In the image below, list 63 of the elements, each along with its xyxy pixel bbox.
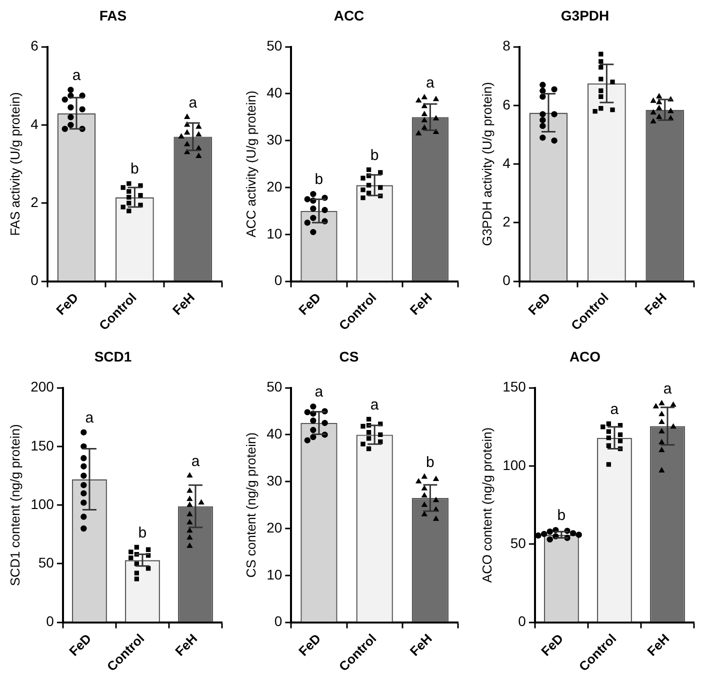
y-tick-label: 40 [266, 426, 282, 442]
y-tick-label: 100 [502, 456, 526, 473]
y-tick-label: 0 [274, 272, 282, 288]
annotation: a [72, 66, 82, 84]
y-tick-label: 8 [502, 38, 511, 54]
y-tick-label: 6 [30, 38, 39, 54]
x-tick-label: FeD [53, 290, 82, 318]
chart-title: SCD1 [94, 348, 132, 364]
x-tick-label: FeD [525, 290, 554, 318]
chart-title: CS [339, 348, 359, 364]
annotation: a [426, 74, 436, 92]
annotation: b [426, 454, 434, 472]
y-axis-title: SCD1 content (ng/g protein) [7, 424, 22, 586]
annotation: a [314, 384, 324, 401]
annotation: b [370, 146, 379, 164]
annotation: a [191, 452, 200, 470]
annotation: a [610, 400, 620, 418]
chart-title: ACC [334, 7, 364, 24]
y-tick-label: 20 [266, 519, 282, 536]
y-tick-label: 150 [502, 378, 526, 395]
annotation: a [188, 94, 198, 112]
y-tick-label: 150 [30, 437, 54, 454]
y-tick-label: 200 [30, 378, 54, 395]
y-tick-label: 0 [518, 613, 526, 630]
chart-title: G3PDH [560, 7, 610, 24]
annotation: a [85, 409, 94, 426]
x-tick-label: FeD [66, 630, 94, 659]
annotation: b [130, 160, 139, 178]
y-axis-title: CS content (ng/g protein) [243, 432, 258, 578]
y-tick-label: 40 [266, 84, 282, 101]
y-tick-label: 0 [502, 272, 511, 288]
y-tick-label: 50 [266, 378, 282, 395]
y-tick-label: 6 [502, 96, 511, 112]
y-tick-label: 20 [266, 178, 282, 194]
y-axis-title: ACO content (ng/g protein) [479, 427, 494, 583]
y-tick-label: 0 [274, 613, 282, 630]
annotation: a [663, 380, 672, 398]
y-tick-label: 30 [266, 472, 282, 488]
x-tick-label: FeD [296, 630, 324, 659]
y-tick-label: 10 [266, 225, 282, 242]
y-tick-label: 100 [30, 496, 54, 512]
y-tick-label: 2 [502, 214, 511, 230]
annotation: b [557, 507, 566, 524]
y-axis-title: ACC activity (U/g protein) [243, 90, 258, 238]
annotation: b [138, 524, 147, 542]
y-tick-label: 0 [46, 613, 54, 630]
chart-title: FAS [99, 7, 127, 24]
y-tick-label: 4 [502, 154, 511, 171]
annotation: b [314, 171, 324, 188]
y-tick-label: 50 [510, 534, 526, 551]
x-tick-label: FeD [296, 290, 324, 318]
y-tick-label: 10 [266, 566, 282, 582]
y-tick-label: 50 [38, 554, 54, 571]
y-tick-label: 30 [266, 131, 282, 148]
y-tick-label: 0 [30, 272, 39, 288]
y-tick-label: 2 [30, 194, 39, 210]
y-axis-title: G3PDH activity (U/g protein) [479, 82, 494, 246]
y-axis-title: FAS activity (U/g protein) [7, 92, 22, 236]
y-tick-label: 50 [266, 38, 282, 54]
chart-title: ACO [569, 348, 601, 364]
x-tick-label: FeD [538, 630, 566, 659]
annotation: a [370, 396, 380, 414]
y-tick-label: 4 [30, 116, 39, 132]
